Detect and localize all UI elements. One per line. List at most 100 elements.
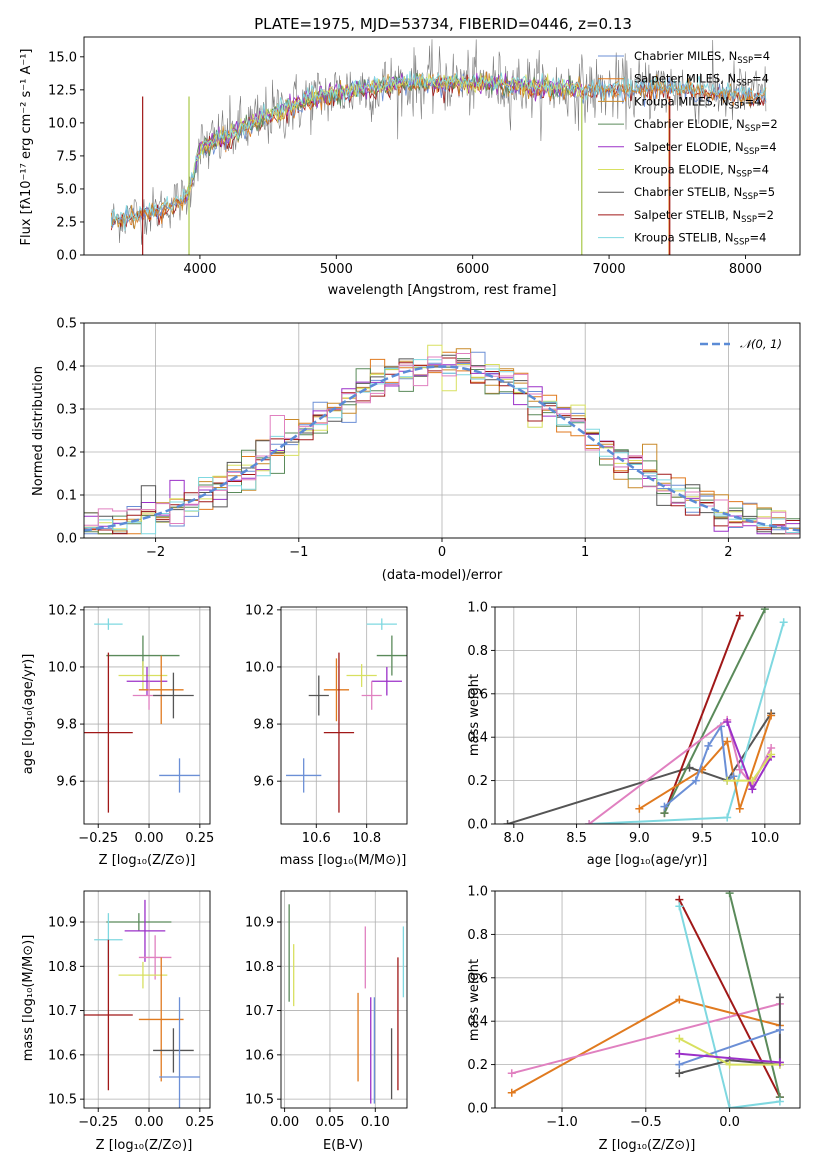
- weight-marker: [723, 776, 732, 785]
- y-tick-label: 10.2: [48, 603, 77, 618]
- normal-curve: [84, 365, 800, 532]
- y-tick-label: 2.5: [56, 215, 77, 230]
- legend-entry: Salpeter ELODIE, NSSP=4: [634, 140, 777, 157]
- weight-marker: [735, 804, 744, 813]
- model-spectrum: [110, 70, 767, 231]
- residuals-panel: −2 −1 0 1 2 0.0 0.1 0.2 0.3 0.4 0.5 𝒩(0, 1): [56, 317, 801, 560]
- ageM-xlabel: mass [log₁₀(M/M⊙)]: [280, 853, 407, 868]
- weight-marker: [767, 750, 776, 759]
- y-tick-label: 10.2: [245, 603, 274, 618]
- ageZ-xlabel: Z [log₁₀(Z/Z⊙)]: [99, 853, 196, 868]
- y-tick-label: 10.5: [48, 1093, 77, 1108]
- weight-marker: [729, 772, 738, 781]
- legend-entry: Chabrier ELODIE, NSSP=2: [634, 117, 778, 134]
- y-tick-label: 10.9: [48, 916, 77, 931]
- wAge-xlabel: age [log₁₀(age/yr)]: [587, 853, 708, 868]
- axes-frame: [494, 606, 801, 825]
- x-tick-label: 4000: [183, 262, 216, 277]
- x-tick-label: 9.0: [629, 831, 650, 846]
- y-tick-label: 10.9: [245, 916, 274, 931]
- plot-area: [84, 899, 200, 1108]
- weight-marker: [585, 820, 594, 824]
- weight-marker: [723, 813, 732, 822]
- y-tick-label: 15.0: [48, 50, 77, 65]
- x-tick-label: 1: [581, 545, 589, 560]
- ageZ-ylabel: age [log₁₀(age/yr)]: [21, 654, 36, 775]
- weight-marker: [691, 776, 700, 785]
- y-tick-label: 0.6: [467, 971, 488, 986]
- spectrum-xlabel: wavelength [Angstrom, rest frame]: [328, 283, 557, 298]
- plot-area: [84, 344, 800, 535]
- x-tick-label: 5000: [320, 262, 353, 277]
- y-tick-label: 0.0: [56, 249, 77, 264]
- x-tick-label: 0.00: [135, 1115, 164, 1130]
- weight-marker: [775, 1097, 784, 1106]
- plot-area: [503, 607, 788, 824]
- plot-area: [84, 618, 200, 813]
- residuals-xlabel: (data-model)/error: [382, 568, 503, 583]
- x-tick-label: 0.00: [270, 1115, 299, 1130]
- weight-marker: [725, 891, 734, 898]
- axes-frame: [83, 606, 211, 825]
- weight-line: [678, 905, 781, 1108]
- x-tick-label: 10.8: [352, 831, 381, 846]
- x-tick-label: 6000: [456, 262, 489, 277]
- y-tick-label: 0.4: [467, 731, 488, 746]
- legend-entry: Chabrier MILES, NSSP=4: [634, 49, 770, 66]
- weight-marker: [725, 1060, 734, 1069]
- weight-line: [589, 621, 785, 824]
- mZ-ylabel: mass [log₁₀(M/M⊙)]: [21, 935, 36, 1062]
- y-tick-label: 5.0: [56, 182, 77, 197]
- y-tick-label: 7.5: [56, 149, 77, 164]
- plot-area: [288, 904, 405, 1104]
- weight-marker: [660, 802, 669, 811]
- y-tick-label: 10.0: [245, 660, 274, 675]
- y-tick-label: 10.7: [48, 1004, 77, 1019]
- residual-histogram: [84, 351, 800, 535]
- legend-entry: 𝒩(0, 1): [740, 337, 782, 351]
- weight-marker: [723, 718, 732, 727]
- y-tick-label: 0.0: [467, 1102, 488, 1117]
- wZ-xlabel: Z [log₁₀(Z/Z⊙)]: [599, 1138, 696, 1153]
- axes-frame: [494, 890, 801, 1109]
- weight-marker: [507, 1069, 516, 1078]
- legend-entry: Salpeter STELIB, NSSP=2: [634, 208, 774, 225]
- legend-entry: Kroupa ELODIE, NSSP=4: [634, 163, 769, 180]
- y-tick-label: 10.6: [48, 1048, 77, 1063]
- x-tick-label: 7000: [593, 262, 626, 277]
- weight-marker: [675, 995, 684, 1004]
- weight-marker: [775, 993, 784, 1002]
- legend-entry: Kroupa MILES, NSSP=4: [634, 94, 761, 111]
- weight-vs-Z-panel: −1.0 −0.5 0.0 0.0 0.2 0.4 0.6 0.8 1.0: [467, 885, 801, 1130]
- x-tick-label: 10.6: [302, 831, 331, 846]
- axes-frame: [83, 890, 211, 1109]
- axes-frame: [280, 890, 408, 1109]
- wAge-ylabel: mass weight: [467, 674, 482, 756]
- model-spectrum: [110, 71, 767, 231]
- plot-area: [507, 891, 784, 1108]
- x-tick-label: 0: [438, 545, 446, 560]
- x-tick-label: 0.0: [719, 1115, 740, 1130]
- weight-line: [507, 712, 772, 824]
- weight-marker: [735, 611, 744, 620]
- y-tick-label: 0.3: [56, 403, 77, 418]
- y-tick-label: 10.8: [245, 960, 274, 975]
- x-tick-label: 0.05: [315, 1115, 344, 1130]
- x-tick-label: 8.5: [566, 831, 587, 846]
- y-tick-label: 1.0: [467, 885, 488, 900]
- age-vs-Z-panel: −0.25 0.00 0.25 9.6 9.8 10.0 10.2: [48, 603, 214, 846]
- y-tick-label: 0.8: [467, 928, 488, 943]
- y-tick-label: 10.8: [48, 960, 77, 975]
- residuals-ylabel: Normed distribution: [31, 366, 46, 496]
- y-tick-label: 0.5: [56, 317, 77, 332]
- weight-marker: [675, 1069, 684, 1078]
- x-tick-label: 0.25: [185, 831, 214, 846]
- mass-vs-EBV-panel: 0.00 0.05 0.10 10.5 10.6 10.7 10.8 10.9: [245, 890, 408, 1130]
- y-tick-label: 0.0: [467, 818, 488, 833]
- x-tick-label: 0.10: [361, 1115, 390, 1130]
- weight-marker: [675, 1034, 684, 1043]
- x-tick-label: 0.25: [185, 1115, 214, 1130]
- y-tick-label: 10.0: [48, 660, 77, 675]
- residual-histogram: [84, 353, 800, 535]
